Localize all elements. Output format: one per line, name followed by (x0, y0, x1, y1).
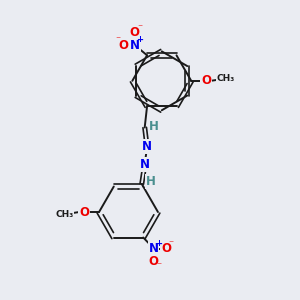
Text: N: N (130, 38, 140, 52)
Text: ⁻: ⁻ (116, 36, 121, 46)
Text: +: + (155, 239, 162, 248)
Text: N: N (142, 140, 152, 153)
Text: ⁻: ⁻ (137, 23, 142, 34)
Text: N: N (140, 158, 150, 171)
Text: N: N (148, 242, 158, 255)
Text: +: + (136, 35, 143, 44)
Text: CH₃: CH₃ (217, 74, 235, 83)
Text: O: O (201, 74, 211, 87)
Text: O: O (118, 38, 128, 52)
Text: O: O (161, 242, 171, 255)
Text: O: O (79, 206, 89, 218)
Text: O: O (148, 255, 158, 268)
Text: CH₃: CH₃ (56, 210, 74, 219)
Text: ⁻: ⁻ (156, 261, 161, 271)
Text: O: O (130, 26, 140, 39)
Text: ⁻: ⁻ (168, 239, 173, 249)
Text: H: H (149, 119, 159, 133)
Text: H: H (146, 175, 156, 188)
